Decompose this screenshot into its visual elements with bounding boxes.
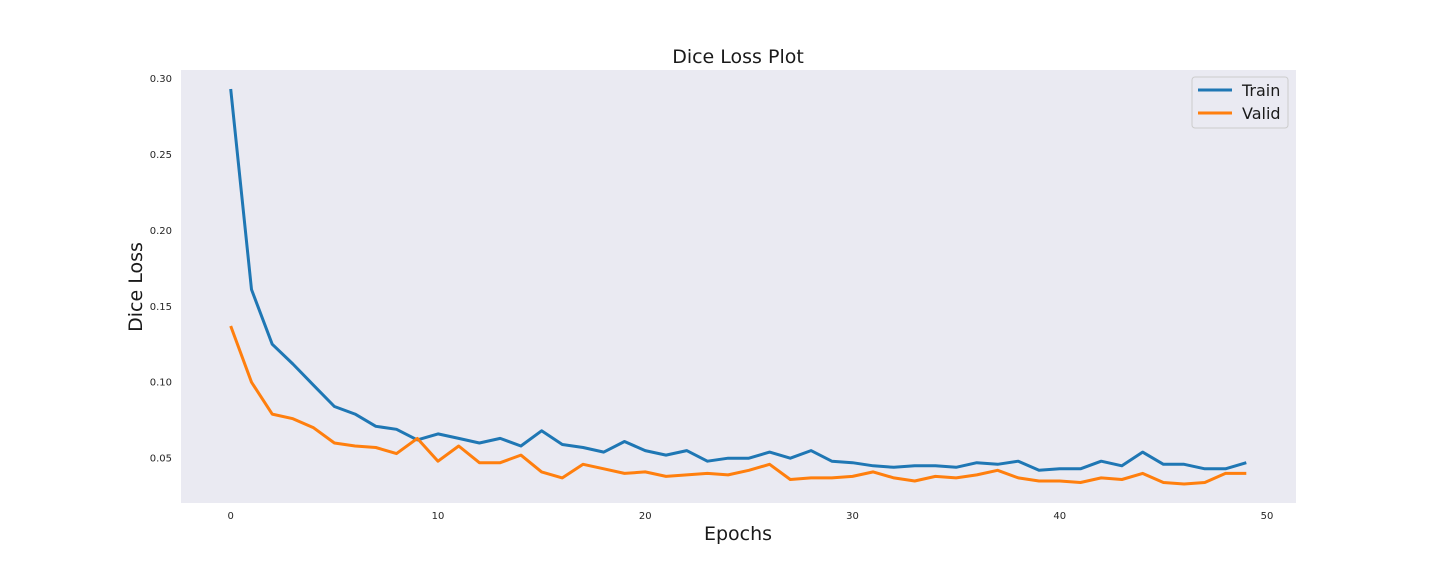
y-tick-label: 0.15 (150, 302, 172, 313)
x-tick-label: 20 (639, 511, 652, 522)
x-tick-label: 30 (846, 511, 859, 522)
series-layer (229, 88, 1247, 486)
plot-area (181, 70, 1296, 503)
x-tick-label: 50 (1261, 511, 1274, 522)
y-tick-label: 0.05 (150, 454, 172, 465)
x-axis-label: Epochs (704, 523, 772, 545)
series-line-valid (229, 325, 1247, 486)
chart-title: Dice Loss Plot (672, 46, 804, 68)
y-tick-label: 0.30 (150, 74, 172, 85)
y-axis-label: Dice Loss (125, 242, 147, 332)
series-line-train (229, 88, 1247, 472)
x-tick-label: 0 (228, 511, 234, 522)
x-tick-label: 10 (432, 511, 445, 522)
y-axis: 0.05 0.10 0.15 0.20 0.25 0.30 (150, 74, 172, 465)
legend-label-valid: Valid (1242, 104, 1281, 123)
x-axis: 0 10 20 30 40 50 (228, 511, 1274, 522)
legend-label-train: Train (1241, 81, 1280, 100)
y-tick-label: 0.25 (150, 150, 172, 161)
x-tick-label: 40 (1053, 511, 1066, 522)
y-tick-label: 0.20 (150, 226, 172, 237)
legend: Train Valid (1191, 76, 1289, 129)
y-tick-label: 0.10 (150, 378, 172, 389)
